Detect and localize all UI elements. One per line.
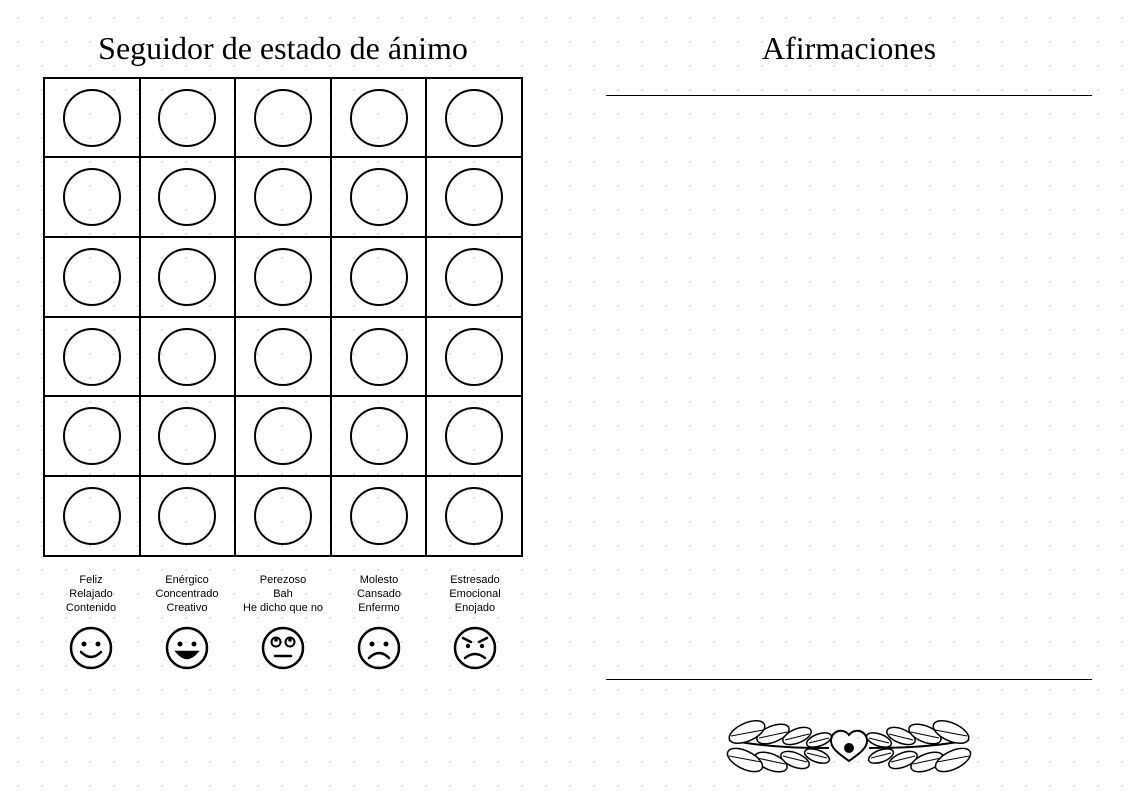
- happy-face-icon: [67, 624, 115, 677]
- mood-circle: [350, 168, 408, 226]
- mood-circle: [254, 168, 312, 226]
- mood-cell[interactable]: [140, 78, 236, 158]
- mood-tracker-grid: [43, 77, 523, 557]
- meh-face-icon: [259, 624, 307, 677]
- legend-labels: MolestoCansadoEnfermo: [357, 573, 401, 616]
- mood-circle: [445, 168, 503, 226]
- mood-cell[interactable]: [44, 317, 140, 397]
- mood-circle: [350, 487, 408, 545]
- affirmations-title: Afirmaciones: [762, 30, 936, 67]
- laurel-ornament: [606, 710, 1092, 780]
- mood-cell[interactable]: [44, 476, 140, 556]
- mood-cell[interactable]: [235, 476, 331, 556]
- angry-face-icon: [451, 624, 499, 677]
- mood-cell[interactable]: [331, 396, 427, 476]
- legend-labels: EnérgicoConcentradoCreativo: [156, 573, 219, 616]
- mood-cell[interactable]: [426, 157, 522, 237]
- mood-cell[interactable]: [140, 396, 236, 476]
- mood-circle: [158, 487, 216, 545]
- mood-circle: [158, 89, 216, 147]
- mood-circle: [158, 248, 216, 306]
- mood-cell[interactable]: [140, 476, 236, 556]
- legend-column: FelizRelajadoContenido: [43, 573, 139, 677]
- mood-circle: [445, 487, 503, 545]
- affirmations-lines: [606, 95, 1092, 700]
- legend-column: PerezosoBahHe dicho que no: [235, 573, 331, 677]
- mood-tracker-title: Seguidor de estado de ánimo: [98, 30, 468, 67]
- mood-circle: [445, 89, 503, 147]
- excited-face-icon: [163, 624, 211, 677]
- mood-cell[interactable]: [426, 237, 522, 317]
- mood-circle: [63, 89, 121, 147]
- legend-column: EnérgicoConcentradoCreativo: [139, 573, 235, 677]
- mood-cell[interactable]: [426, 317, 522, 397]
- affirmations-line-bottom: [606, 679, 1092, 680]
- mood-cell[interactable]: [44, 78, 140, 158]
- mood-cell[interactable]: [235, 317, 331, 397]
- legend-labels: PerezosoBahHe dicho que no: [243, 573, 323, 616]
- affirmations-panel: Afirmaciones: [566, 0, 1132, 800]
- mood-circle: [63, 407, 121, 465]
- mood-circle: [158, 168, 216, 226]
- mood-circle: [158, 328, 216, 386]
- mood-circle: [254, 89, 312, 147]
- mood-cell[interactable]: [140, 237, 236, 317]
- mood-circle: [63, 487, 121, 545]
- laurel-icon: [669, 710, 1029, 780]
- legend-column: MolestoCansadoEnfermo: [331, 573, 427, 677]
- mood-cell[interactable]: [426, 396, 522, 476]
- mood-circle: [350, 407, 408, 465]
- legend-labels: FelizRelajadoContenido: [66, 573, 116, 616]
- mood-circle: [445, 407, 503, 465]
- mood-circle: [254, 328, 312, 386]
- mood-cell[interactable]: [44, 237, 140, 317]
- mood-circle: [63, 328, 121, 386]
- mood-circle: [63, 248, 121, 306]
- mood-cell[interactable]: [331, 237, 427, 317]
- mood-circle: [254, 248, 312, 306]
- mood-cell[interactable]: [331, 317, 427, 397]
- mood-circle: [350, 328, 408, 386]
- mood-cell[interactable]: [140, 317, 236, 397]
- mood-circle: [445, 248, 503, 306]
- mood-circle: [350, 89, 408, 147]
- mood-cell[interactable]: [331, 78, 427, 158]
- affirmations-line-top: [606, 95, 1092, 96]
- mood-cell[interactable]: [44, 396, 140, 476]
- mood-circle: [254, 487, 312, 545]
- legend-column: EstresadoEmocionalEnojado: [427, 573, 523, 677]
- mood-cell[interactable]: [235, 237, 331, 317]
- mood-circle: [254, 407, 312, 465]
- mood-circle: [445, 328, 503, 386]
- mood-cell[interactable]: [235, 78, 331, 158]
- mood-cell[interactable]: [426, 78, 522, 158]
- mood-circle: [63, 168, 121, 226]
- mood-cell[interactable]: [44, 157, 140, 237]
- mood-circle: [350, 248, 408, 306]
- mood-cell[interactable]: [426, 476, 522, 556]
- mood-legend: FelizRelajadoContenido EnérgicoConcentra…: [43, 573, 523, 677]
- mood-cell[interactable]: [235, 396, 331, 476]
- mood-cell[interactable]: [235, 157, 331, 237]
- mood-circle: [158, 407, 216, 465]
- sad-face-icon: [355, 624, 403, 677]
- mood-cell[interactable]: [331, 157, 427, 237]
- legend-labels: EstresadoEmocionalEnojado: [449, 573, 500, 616]
- mood-cell[interactable]: [140, 157, 236, 237]
- mood-cell[interactable]: [331, 476, 427, 556]
- mood-tracker-panel: Seguidor de estado de ánimo FelizRelajad…: [0, 0, 566, 800]
